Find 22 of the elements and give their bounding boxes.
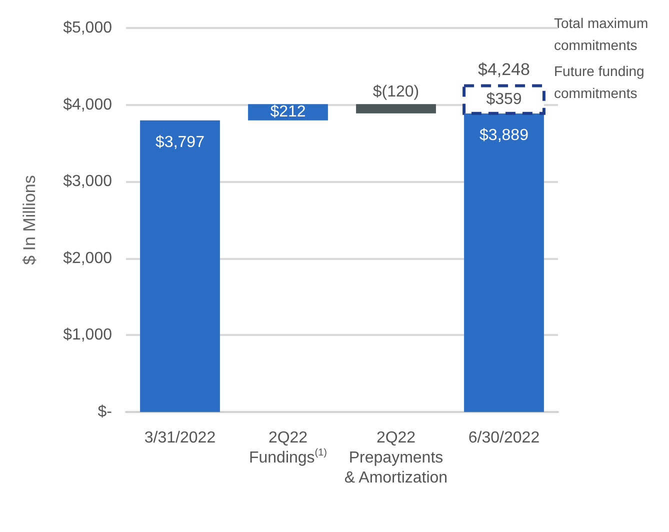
- y-tick-label: $5,000: [63, 20, 112, 36]
- data-label: $3,797: [156, 134, 205, 151]
- y-axis-title: $ In Millions: [20, 175, 39, 265]
- data-label: $(120): [372, 84, 420, 101]
- bar: [464, 113, 544, 412]
- bar: [140, 120, 220, 412]
- annotation: Future funding commitments: [554, 63, 648, 101]
- data-label: $359: [486, 91, 522, 108]
- x-tick-label: 6/30/2022: [468, 430, 540, 446]
- y-tick-label: $1,000: [63, 326, 112, 344]
- bar: [356, 104, 436, 114]
- data-label: $3,889: [480, 126, 529, 144]
- y-tick-label: $-: [98, 404, 112, 420]
- annotation: Total maximum commitments: [554, 15, 652, 53]
- total-label: $4,248: [478, 60, 530, 79]
- x-tick-label: 3/31/2022: [144, 430, 216, 446]
- y-tick-label: $3,000: [63, 173, 112, 190]
- y-tick-label: $4,000: [63, 96, 112, 114]
- bar: [462, 84, 546, 115]
- data-label: $212: [270, 104, 306, 121]
- y-tick-label: $2,000: [63, 250, 112, 267]
- x-tick-label: 2Q22 Prepayments & Amortization: [344, 430, 448, 486]
